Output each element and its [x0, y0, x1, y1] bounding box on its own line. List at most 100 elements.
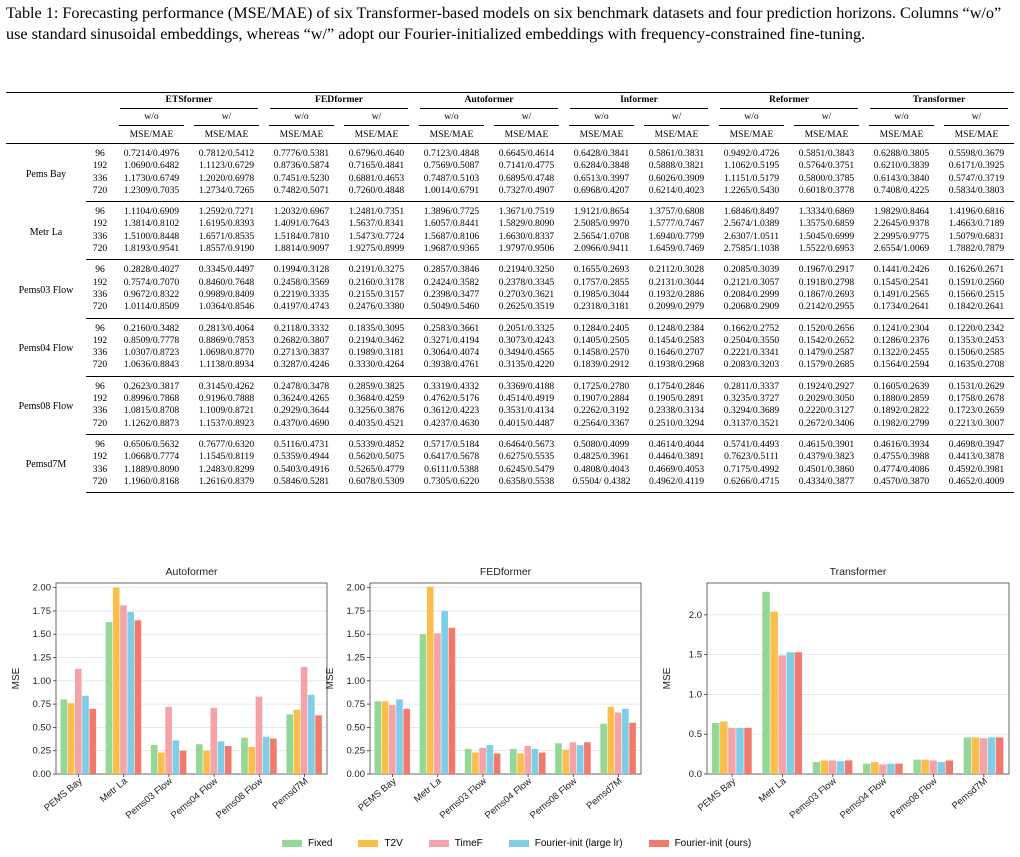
value-cell: 0.3135/0.4220	[489, 359, 564, 377]
value-cell: 0.3294/0.3689	[723, 405, 780, 417]
value-cell: 1.0636/0.8843	[114, 359, 189, 377]
y-tick-label: 2.00	[347, 583, 366, 594]
metric-header: MSE/MAE	[189, 126, 264, 144]
value-cell: 0.2564/0.3367	[564, 417, 639, 435]
bar	[762, 591, 770, 774]
value-cell: 0.6968/0.4207	[564, 184, 639, 203]
value-cell: 0.1924/0.2927	[798, 380, 855, 392]
value-cell: 1.9829/0.8464	[873, 206, 930, 218]
value-cell: 0.6506/0.5632	[123, 438, 180, 450]
table-row: Metr La 96 1.1104/0.6909 1.2592/0.7271 1.203…	[6, 202, 1014, 237]
metric-header: MSE/MAE	[564, 126, 639, 144]
value-cell: 1.5184/0.7810	[273, 230, 330, 242]
bar	[74, 668, 82, 774]
value-cell: 0.2476/0.3380	[339, 301, 414, 319]
value-cell: 0.1839/0.2912	[564, 359, 639, 377]
bar	[165, 706, 172, 774]
bar	[510, 748, 517, 774]
model-header: Reformer	[714, 92, 864, 110]
value-cell: 0.2318/0.3181	[564, 301, 639, 319]
value-cell: 0.4334/0.3877	[789, 475, 864, 494]
value-cell: 1.2032/0.6967	[273, 206, 330, 218]
sub-header: w/	[339, 110, 414, 126]
value-cell: 0.7812/0.5412	[198, 148, 255, 159]
bar	[434, 633, 441, 774]
chart-title: Autoformer	[166, 566, 218, 578]
value-cell: 0.3271/0.4194	[423, 334, 480, 346]
bar	[179, 750, 187, 774]
corner-cell	[6, 92, 86, 110]
x-tick-label: Pems04 Flow	[838, 776, 889, 822]
horizon-cell: 720	[86, 184, 114, 203]
value-cell: 1.0014/0.6791	[414, 184, 489, 203]
value-cell: 1.1960/0.8168	[114, 475, 189, 494]
value-cell: 0.2583/0.3661	[423, 322, 480, 334]
y-tick-label: 1.75	[347, 606, 366, 617]
value-cell: 2.6307/1.0511	[723, 230, 780, 242]
table-row: 720 1.8193/0.9541 1.8557/0.9190 1.8814/0.90…	[6, 243, 1014, 261]
bar	[576, 745, 584, 774]
sub-header-label: w/	[944, 111, 1009, 126]
table-row: 192 1.0668/0.7774 1.1545/0.8119 0.5359/0.49…	[6, 451, 1014, 463]
value-cell: 0.5851/0.3843	[798, 148, 855, 159]
table-row: 720 1.1262/0.8873 1.1537/0.8923 0.4370/0.46…	[6, 417, 1014, 435]
bar	[396, 699, 403, 774]
value-cell: 0.4962/0.4119	[639, 475, 714, 494]
bar	[67, 703, 75, 774]
bar	[158, 752, 165, 774]
value-cell: 0.2051/0.3325	[498, 322, 555, 334]
value-cell: 2.5674/1.0389	[723, 218, 780, 230]
value-cell: 0.6018/0.3778	[789, 184, 864, 203]
y-tick-label: 0.0	[689, 769, 702, 780]
sub-header-label: w/o	[569, 111, 634, 126]
value-cell: 1.5522/0.6953	[789, 243, 864, 261]
bar	[895, 763, 903, 774]
sub-header-label: w/	[644, 111, 709, 126]
value-cell: 1.5100/0.8448	[123, 230, 180, 242]
value-cell: 0.5265/0.4779	[348, 463, 405, 475]
value-cell: 0.2828/0.4027	[123, 264, 180, 276]
value-cell: 2.5085/0.9970	[573, 218, 630, 230]
value-cell: 0.5339/0.4852	[348, 438, 405, 450]
value-cell: 0.6895/0.4748	[498, 172, 555, 184]
bar	[524, 746, 532, 774]
bar	[929, 760, 937, 774]
table-row: 192 1.0690/0.6482 1.1123/0.6729 0.8736/0.58…	[6, 160, 1014, 172]
y-tick-label: 2.00	[33, 583, 52, 594]
value-cell: 0.3319/0.4332	[423, 380, 480, 392]
value-cell: 1.7882/0.7879	[939, 243, 1014, 261]
value-cell: 0.6111/0.5388	[424, 463, 479, 475]
value-cell: 0.1542/0.2652	[798, 334, 855, 346]
bar	[921, 759, 929, 774]
x-tick-label: PEMS Bay	[42, 776, 84, 814]
value-cell: 1.5045/0.6999	[798, 230, 855, 242]
value-cell: 1.0114/0.8509	[114, 301, 189, 319]
value-cell: 0.2142/0.2955	[789, 301, 864, 319]
bar	[786, 652, 794, 774]
value-cell: 1.6630/0.8337	[498, 230, 555, 242]
bar	[479, 747, 486, 774]
sub-header-label: w/o	[719, 111, 784, 126]
value-cell: 0.4370/0.4690	[264, 417, 339, 435]
table-row: 192 0.7574/0.7070 0.8460/0.7648 0.2458/0.35…	[6, 277, 1014, 289]
value-cell: 0.5080/0.4099	[573, 438, 630, 450]
bar	[828, 760, 837, 774]
x-tick-label: Pems03 Flow	[124, 776, 175, 822]
value-cell: 0.1591/0.2560	[948, 276, 1005, 288]
value-cell: 0.4035/0.4521	[339, 417, 414, 435]
value-cell: 0.6288/0.3805	[873, 148, 930, 159]
value-cell: 0.2191/0.3275	[348, 264, 405, 276]
y-tick-label: 0.00	[33, 769, 52, 780]
value-cell: 0.2857/0.3846	[423, 264, 480, 276]
value-cell: 0.1757/0.2855	[573, 276, 630, 288]
bar	[203, 750, 210, 774]
value-cell: 0.1353/0.2453	[948, 334, 1005, 346]
value-cell: 0.3256/0.3876	[348, 405, 405, 417]
bar	[172, 740, 180, 774]
bar	[531, 748, 539, 774]
bar	[308, 694, 315, 774]
value-cell: 0.3624/0.4265	[273, 393, 330, 405]
value-cell: 0.7123/0.4848	[423, 148, 480, 159]
bar	[720, 721, 728, 774]
value-cell: 0.6171/0.3925	[948, 160, 1005, 172]
